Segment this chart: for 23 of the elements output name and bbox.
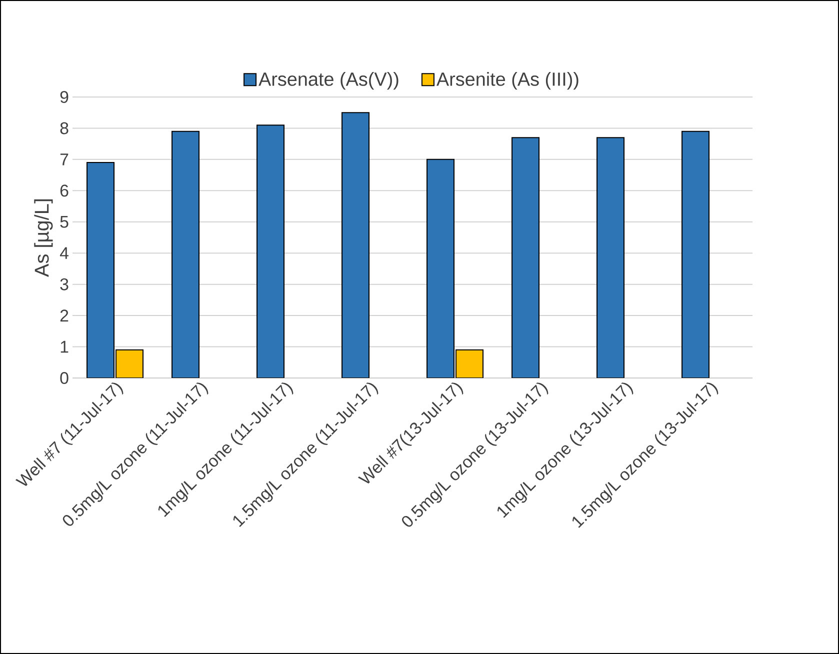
bar [426, 158, 455, 378]
y-tick-label: 5 [60, 216, 68, 228]
legend-label: Arsenate (As(V)) [258, 72, 398, 90]
bar [342, 112, 370, 378]
y-tick-label: 3 [60, 278, 68, 290]
y-tick-label: 9 [60, 90, 68, 103]
bar [512, 137, 540, 378]
y-tick-label: 6 [60, 184, 68, 197]
y-tick-label: 7 [60, 154, 68, 166]
y-tick-label: 2 [60, 310, 68, 322]
bar [456, 349, 484, 378]
legend-label: Arsenite (As (III)) [436, 72, 578, 90]
y-tick-label: 8 [60, 122, 68, 134]
bar [256, 124, 285, 378]
y-tick-label: 4 [60, 247, 68, 259]
bar [86, 162, 115, 378]
bar [172, 130, 200, 378]
bar [682, 130, 710, 378]
y-tick-label: 0 [60, 372, 68, 384]
y-tick-label: 1 [60, 340, 68, 353]
bar [116, 349, 144, 378]
bar [596, 137, 625, 378]
y-axis-title: As [µg/L] [34, 199, 53, 277]
